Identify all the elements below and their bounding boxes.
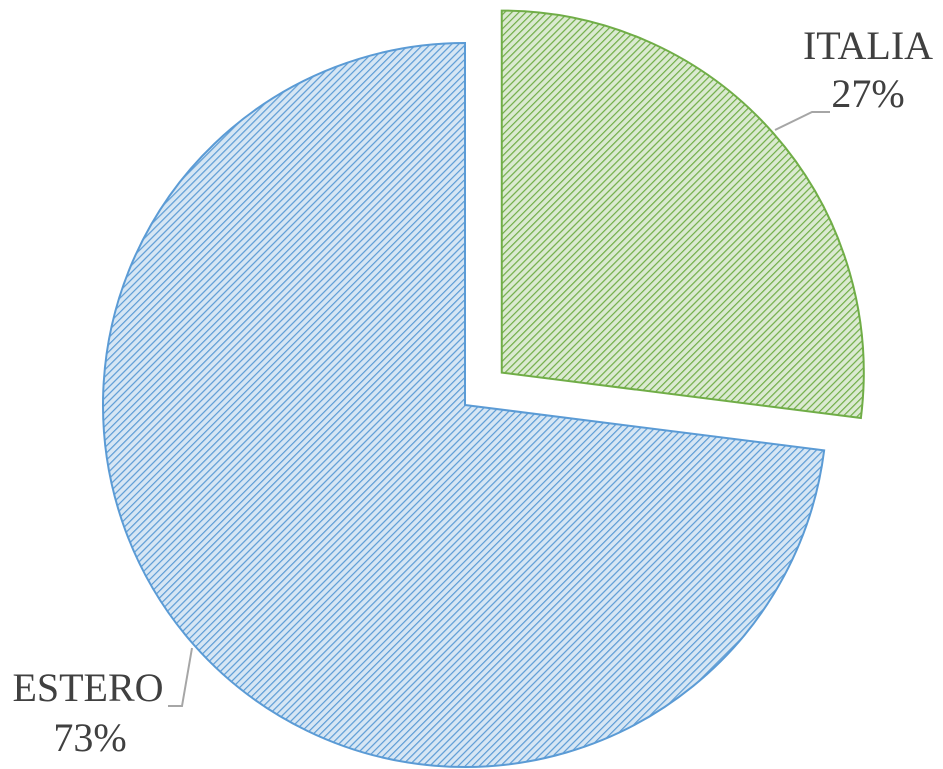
data-label-value: 27%	[831, 71, 904, 116]
data-label-name: ESTERO	[12, 665, 163, 710]
leader-line	[168, 647, 193, 707]
pie-slice	[102, 41, 826, 768]
pie-slice	[500, 9, 865, 420]
data-label-name: ITALIA	[803, 23, 933, 68]
data-label-value: 73%	[53, 715, 126, 760]
leader-line	[774, 111, 830, 131]
